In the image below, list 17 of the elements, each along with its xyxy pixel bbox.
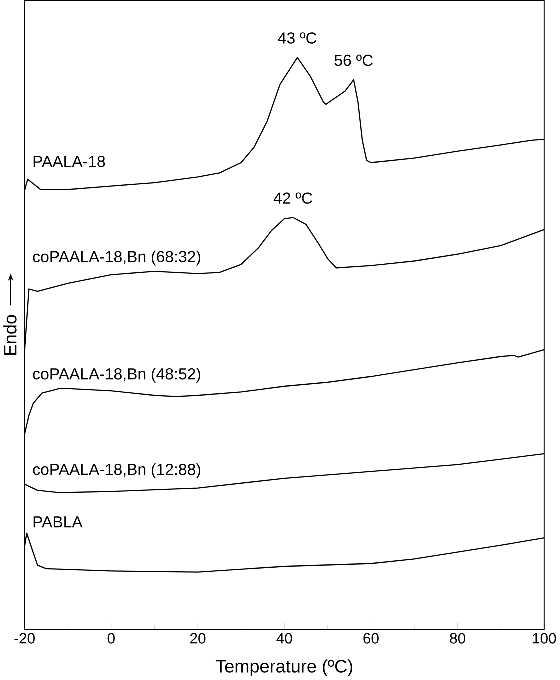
x-tick-label: 60 [364, 633, 379, 644]
series-label: PAALA-18 [34, 156, 105, 168]
annotation: 56 ºC [334, 54, 373, 66]
x-tick-label: -20 [14, 633, 35, 644]
series-label: coPAALA-18,Bn (12:88) [33, 464, 200, 478]
y-axis-title: Endo [3, 315, 17, 356]
x-tick-label: 40 [276, 633, 292, 644]
annotation: 42 ºC [274, 192, 312, 204]
annotation: 43 ºC [278, 32, 317, 44]
series-label: coPAALA-18,Bn (68:32) [33, 250, 200, 266]
x-tick-label: 100 [532, 633, 556, 644]
x-tick-label: 0 [108, 633, 115, 644]
x-tick-label: 80 [450, 633, 466, 644]
series-label: coPAALA-18,Bn (48:52) [33, 368, 200, 383]
series-label: PABLA [34, 516, 83, 528]
x-axis-title: Temperature (ºC) [216, 660, 352, 676]
x-tick-label: 20 [190, 633, 206, 644]
